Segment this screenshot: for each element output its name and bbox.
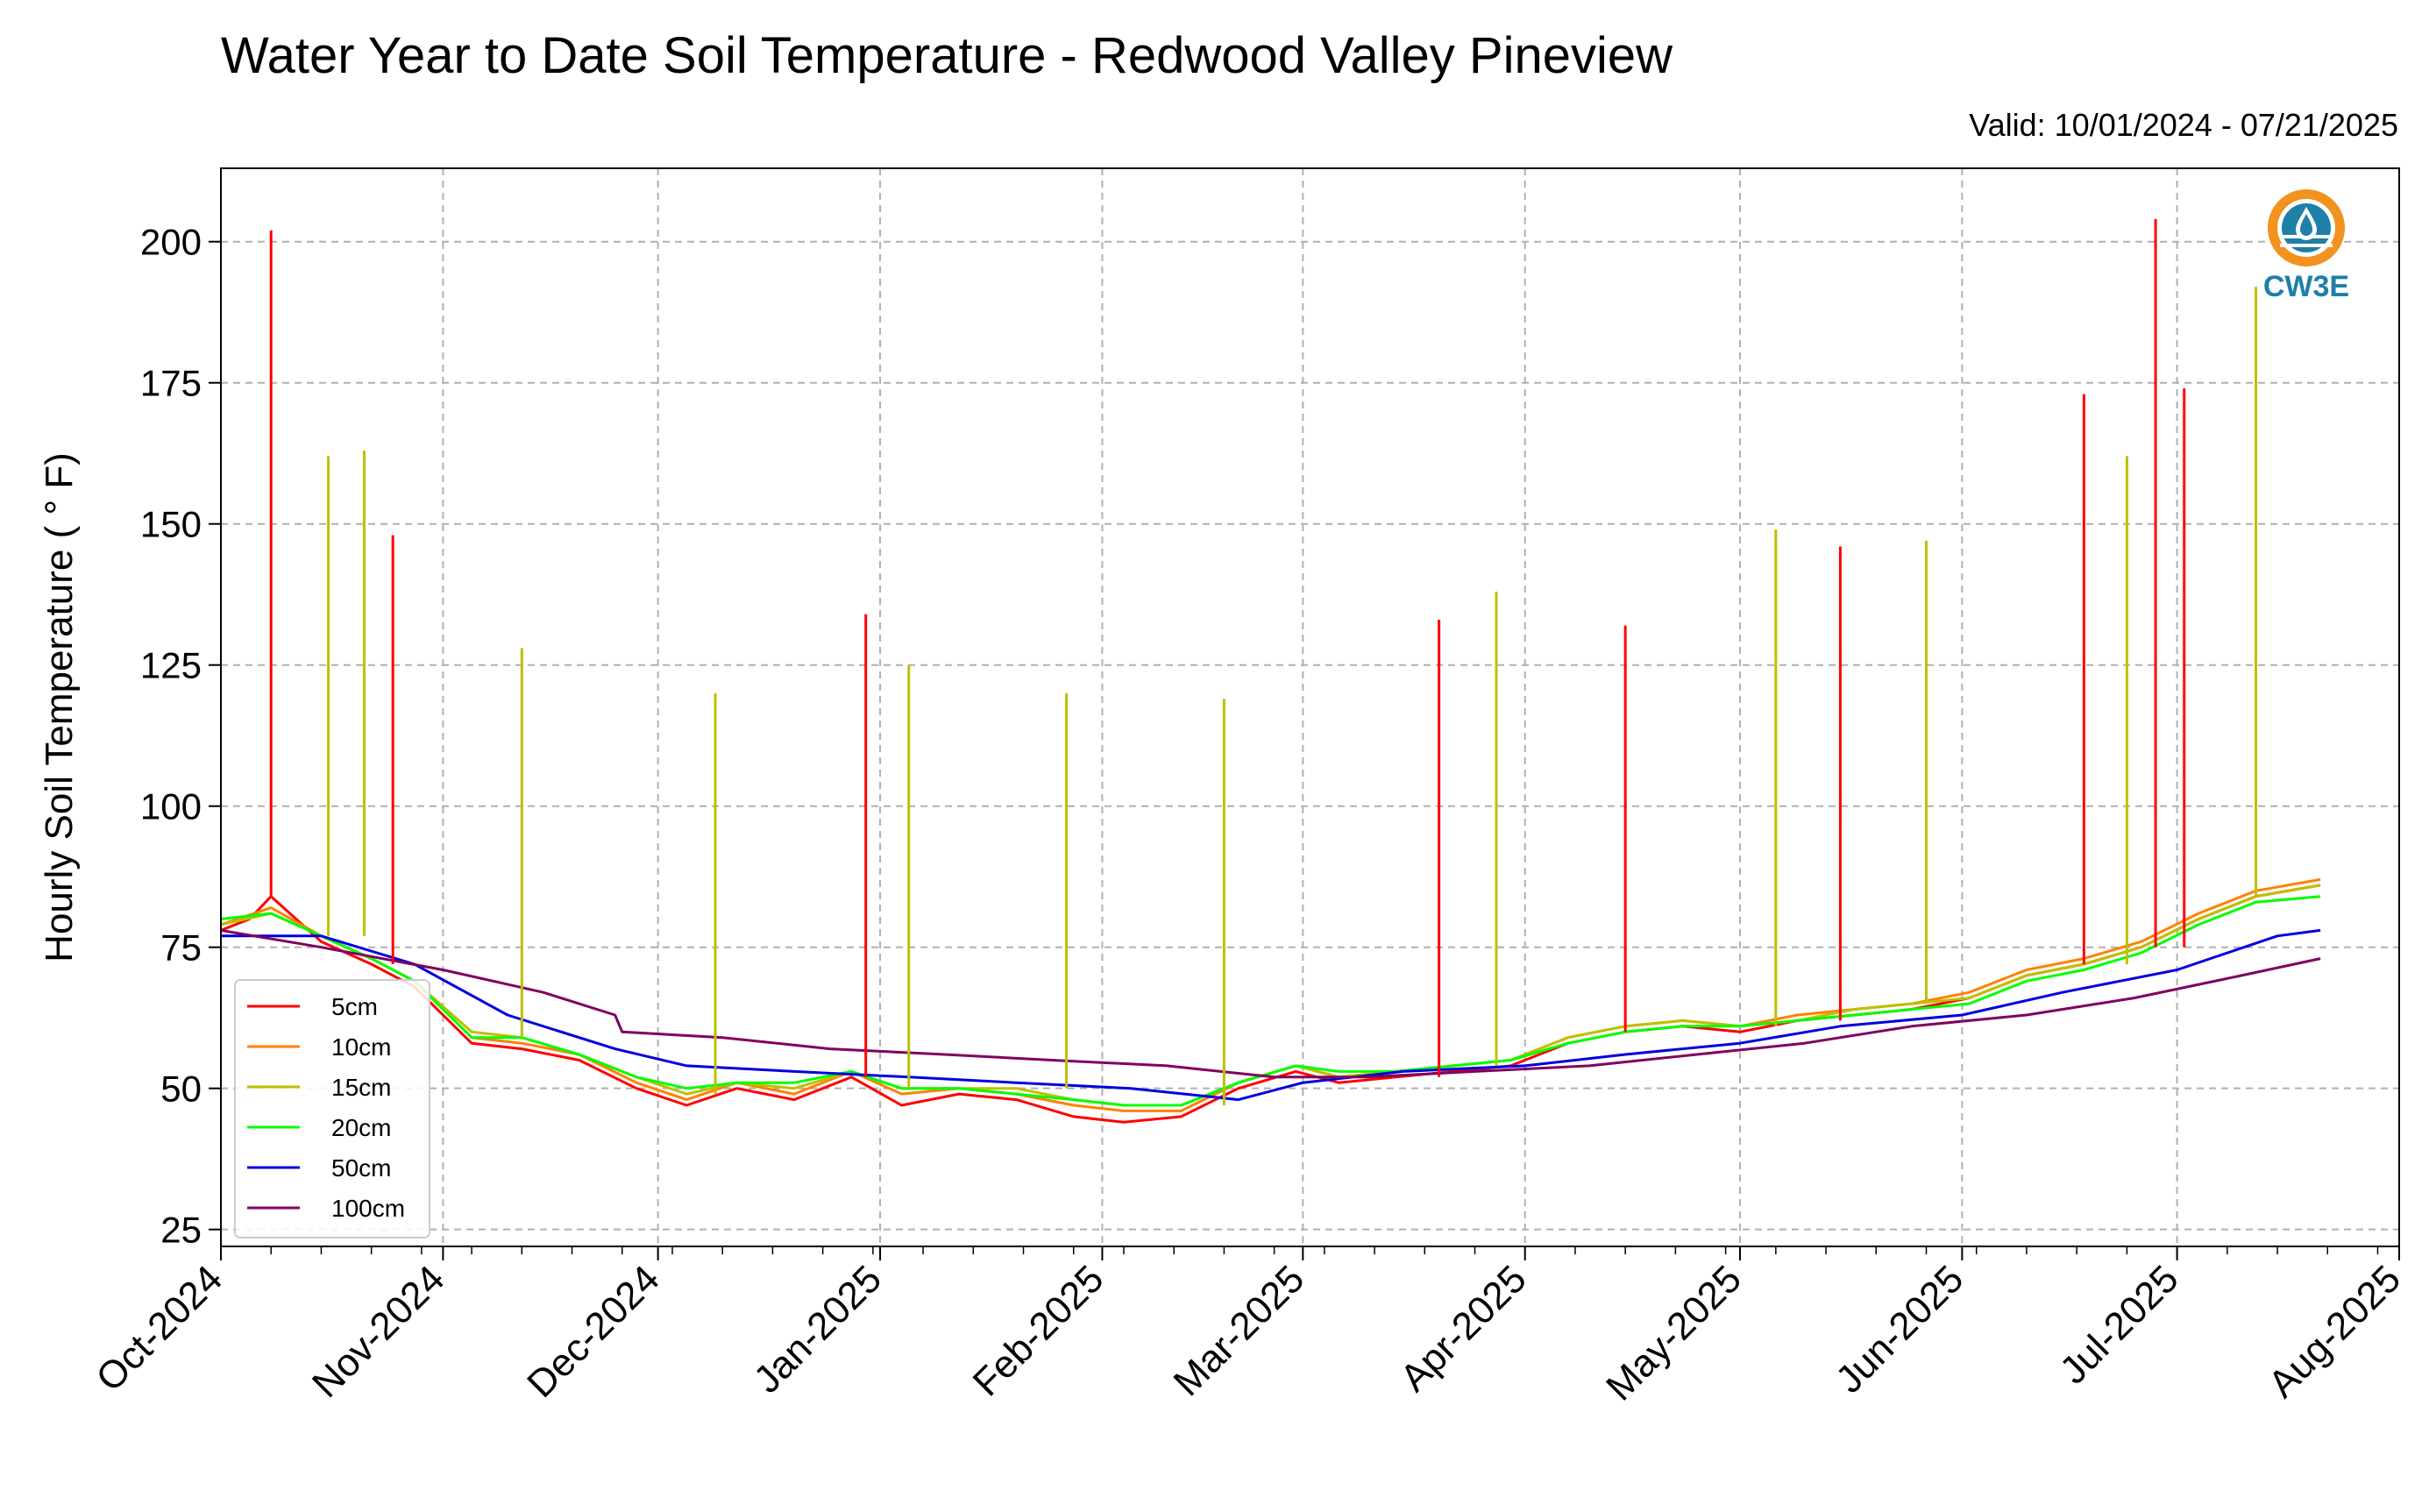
y-tick-label: 125 (140, 645, 202, 686)
axes: 25 50 75 100 125 150 175 200 Oct-2024 Nov-2024 Dec… (88, 222, 2409, 1409)
x-tick-label: Oct-2024 (88, 1257, 231, 1400)
x-tick-label: Jul-2025 (2052, 1257, 2187, 1392)
y-tick-label: 175 (140, 363, 202, 404)
legend-label-50cm: 50cm (331, 1154, 391, 1182)
y-tick-label: 100 (140, 786, 202, 827)
series-line-20cm (220, 895, 2321, 1107)
valid-date-range: Valid: 10/01/2024 - 07/21/2025 (1969, 107, 2398, 143)
grid-lines (221, 168, 2399, 1246)
legend-box (234, 979, 430, 1239)
x-tick-label: Mar-2025 (1166, 1257, 1313, 1404)
x-tick-label: Nov-2024 (304, 1257, 453, 1406)
y-tick-label: 25 (160, 1210, 202, 1251)
x-tick-label: May-2025 (1598, 1257, 1750, 1409)
y-tick-label: 150 (140, 504, 202, 545)
x-tick-label: Aug-2025 (2260, 1257, 2409, 1406)
legend-label-20cm: 20cm (331, 1114, 391, 1141)
legend-label-10cm: 10cm (331, 1033, 391, 1061)
legend-label-100cm: 100cm (331, 1195, 405, 1222)
series-line-50cm (221, 928, 2321, 1102)
x-tick-label: Jun-2025 (1828, 1257, 1971, 1401)
y-tick-label: 50 (160, 1068, 202, 1110)
legend-label-5cm: 5cm (331, 993, 378, 1020)
logo-text: CW3E (2263, 270, 2349, 303)
series-line-100cm (220, 928, 2321, 1079)
legend: 5cm 10cm 15cm 20cm 50cm 100cm (234, 979, 430, 1239)
cw3e-logo: CW3E (2263, 189, 2349, 303)
chart-title: Water Year to Date Soil Temperature - Re… (221, 27, 1673, 84)
series-line-5cm (220, 884, 2321, 1124)
y-axis-label: Hourly Soil Temperature ( ° F) (38, 452, 81, 962)
x-tick-label: Jan-2025 (746, 1257, 890, 1401)
x-tick-label: Feb-2025 (965, 1257, 1112, 1404)
y-tick-label: 200 (140, 222, 202, 263)
x-tick-label: Dec-2024 (519, 1257, 668, 1406)
plot-frame (220, 167, 2400, 1247)
legend-label-15cm: 15cm (331, 1074, 391, 1101)
series-lines (220, 218, 2321, 1124)
y-tick-label: 75 (160, 927, 202, 969)
x-tick-label: Apr-2025 (1392, 1257, 1535, 1400)
